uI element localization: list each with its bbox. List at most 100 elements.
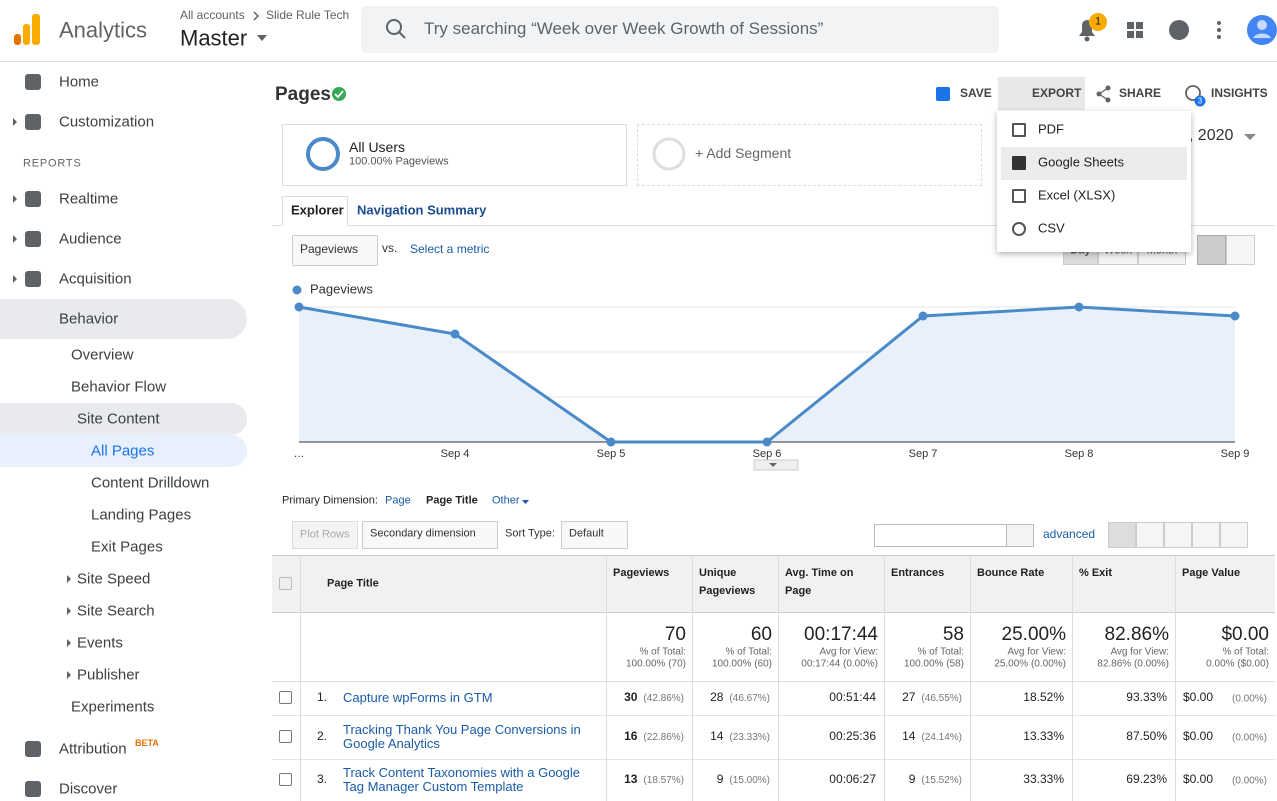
plot-rows-button[interactable] [292,521,358,549]
nav-item[interactable]: Site Speed [77,570,151,588]
column-divider [692,555,693,801]
tab[interactable]: Navigation Summary [357,202,487,218]
nav-item[interactable]: Behavior Flow [71,378,167,396]
view-selector[interactable]: Master [180,25,248,51]
cell: 14 (24.14%) [902,729,962,744]
total-value: 25.00% [1001,624,1066,646]
nav-item[interactable]: All Pages [91,442,155,460]
tab[interactable]: Explorer [291,202,344,218]
share-icon [1096,85,1111,103]
view-toggle[interactable] [1220,522,1248,548]
chart-handle [753,459,799,471]
checkbox[interactable] [279,577,292,590]
area [299,307,1235,442]
nav-item[interactable]: Audience [59,230,122,248]
verified-icon [334,90,344,99]
view-toggle[interactable] [1192,522,1220,548]
cell-percent: (0.00%) [1231,775,1267,787]
nav-item[interactable]: Events [77,634,123,652]
breadcrumb[interactable]: Slide Rule Tech [266,8,350,23]
page-link[interactable]: Tracking Thank You Page Conversions in G… [343,722,581,751]
nav-item[interactable]: Realtime [59,190,119,208]
nav-item[interactable]: Publisher [77,666,140,684]
nav-item[interactable]: Acquisition [59,270,132,288]
cell-percent: (18.57%) [643,775,684,787]
nav-item[interactable]: Site Content [77,410,160,428]
dimension-link[interactable]: Page [385,494,411,507]
point [450,329,460,339]
nav-item[interactable]: Site Search [77,602,155,620]
metric-select[interactable] [292,235,378,266]
cell: 30 (42.86%) [624,690,684,705]
export-option[interactable]: Google Sheets [1038,154,1125,170]
checkbox[interactable] [279,730,292,743]
table-search-button[interactable] [1006,524,1034,547]
cell-percent: (22.86%) [643,732,684,744]
nav-icon [25,191,41,207]
sort-select[interactable] [561,521,628,549]
cell-value: $0.00 [1183,729,1214,744]
cell-value: 00:51:44 [829,690,876,705]
nav-icon [25,231,41,247]
view-toggle[interactable] [1108,522,1136,548]
nav-item[interactable]: Experiments [71,698,155,716]
chart-type-button[interactable] [1197,235,1226,265]
action-button[interactable]: SHARE [1119,86,1162,101]
point [1230,311,1240,321]
y-tick-label: 5 [302,402,308,413]
nav-item[interactable]: Overview [71,346,134,364]
export-option[interactable]: Excel (XLSX) [1038,187,1116,203]
search-box[interactable] [361,6,999,53]
column-divider [1175,555,1176,801]
secondary-select[interactable] [362,521,498,549]
nav-item[interactable]: Exit Pages [91,538,163,556]
action-button[interactable]: INSIGHTS [1211,86,1268,101]
segment-card [282,124,627,186]
nav-item[interactable]: Attribution [59,740,127,758]
menu-icon [1012,156,1026,170]
nav-item[interactable]: Landing Pages [91,506,192,524]
dimension-link[interactable]: Other [492,494,520,507]
table-search[interactable] [874,524,1007,547]
cell-value: $0.00 [1183,772,1214,787]
cell: 16 (22.86%) [624,729,684,744]
select-metric[interactable]: Select a metric [410,242,490,257]
tab-divider [272,225,1275,226]
nav-item[interactable]: Customization [59,113,155,131]
advanced-link[interactable]: advanced [1043,527,1096,542]
add-segment[interactable]: + Add Segment [695,144,792,161]
column-divider [1072,555,1073,801]
table-row [272,682,1275,716]
nav-item[interactable]: Behavior [59,310,119,328]
chart-type-button[interactable] [1226,235,1255,265]
header-bar [0,0,1277,62]
action-button[interactable]: EXPORT [1032,86,1082,101]
view-toggle[interactable] [1136,522,1164,548]
cell-value: 14 [710,729,724,744]
total-caption: 100.00% (58) [903,658,964,670]
page-link[interactable]: Capture wpForms in GTM [343,690,493,705]
add-segment-card[interactable] [637,124,982,186]
expand-arrow [67,671,71,679]
x-tick-label: Sep 5 [597,448,626,460]
cell-value: 13 [624,772,638,787]
breadcrumb[interactable]: All accounts [180,8,245,23]
column-divider [778,555,779,801]
nav-item[interactable]: Content Drilldown [91,474,210,492]
view-toggle[interactable] [1164,522,1192,548]
page-link[interactable]: Track Content Taxonomies with a Google T… [343,765,581,794]
dimension-selected: Page Title [426,494,478,507]
checkbox[interactable] [279,691,292,704]
nav-item[interactable]: Discover [59,780,118,798]
cell-value: 87.50% [1126,729,1167,744]
export-option[interactable]: CSV [1038,220,1065,236]
menu-icon [1012,222,1026,236]
logo-bar [14,34,21,45]
point [918,311,928,321]
export-option[interactable]: PDF [1038,121,1064,137]
point [1074,302,1084,312]
action-button[interactable]: SAVE [960,86,992,101]
checkbox[interactable] [279,773,292,786]
nav-item[interactable]: Home [59,73,100,91]
